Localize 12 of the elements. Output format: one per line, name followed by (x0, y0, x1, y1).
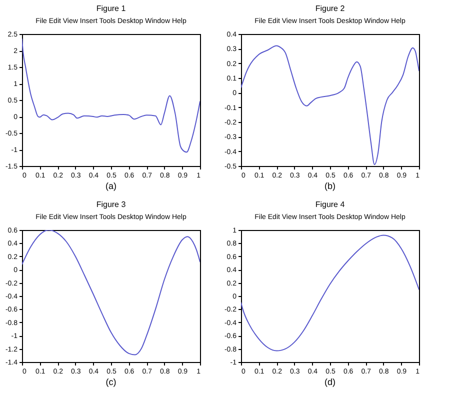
chart-title: Figure 3 (96, 200, 126, 209)
text: (a) (106, 181, 116, 191)
chart-title: Figure 1 (96, 4, 126, 13)
chart-title: Figure 4 (315, 200, 346, 209)
line-series (241, 234, 419, 352)
text: (b) (324, 181, 336, 191)
text: (c) (106, 377, 116, 387)
chart-title: Figure 2 (315, 4, 346, 13)
line-series (22, 230, 200, 356)
text: (d) (324, 377, 336, 387)
line-series (241, 45, 419, 166)
line-series (22, 38, 200, 153)
